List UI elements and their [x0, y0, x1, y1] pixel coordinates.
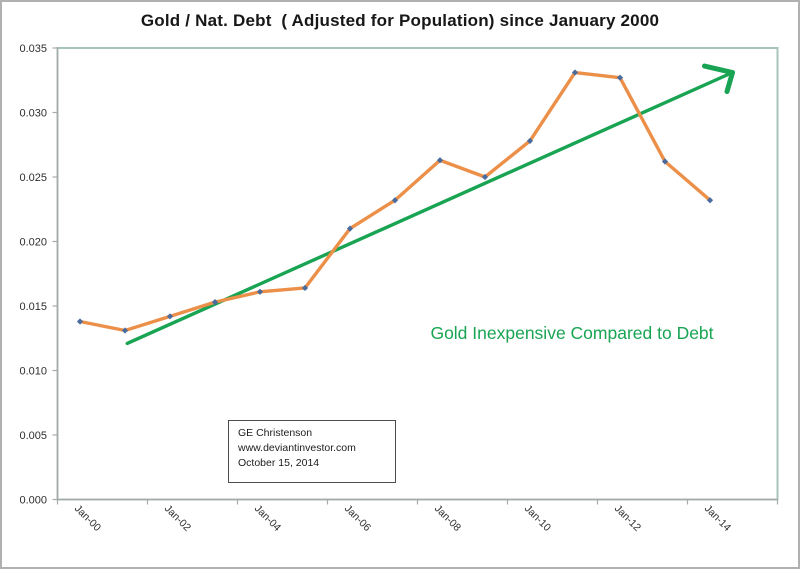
data-point-marker [391, 197, 399, 204]
plot-border [56, 47, 779, 501]
y-tick-label: 0.005 [19, 430, 47, 442]
x-tick-label: Jan-10 [522, 503, 553, 534]
data-point-marker [526, 137, 534, 144]
source-box-website: www.deviantinvestor.com [238, 442, 356, 454]
data-point-marker [256, 288, 264, 295]
data-point-marker [571, 69, 579, 76]
x-tick-label: Jan-02 [162, 503, 193, 534]
annotation-text: Gold Inexpensive Compared to Debt [430, 323, 713, 343]
x-tick-label: Jan-12 [612, 503, 643, 534]
source-box-author: GE Christenson [238, 427, 313, 439]
data-point-marker [166, 313, 174, 320]
data-point-marker [436, 157, 444, 164]
x-tick-label: Jan-06 [342, 503, 373, 534]
data-point-marker [301, 284, 309, 292]
y-tick-label: 0.020 [19, 237, 47, 249]
y-tick-label: 0.035 [19, 43, 47, 55]
y-tick-label: 0.030 [19, 108, 47, 120]
data-point-marker [121, 327, 129, 334]
data-point-marker [76, 318, 84, 325]
data-point-marker [481, 173, 489, 181]
y-tick-label: 0.025 [19, 172, 47, 184]
x-tick-label: Jan-08 [432, 503, 463, 534]
source-box: GE Christenson www.deviantinvestor.com O… [228, 420, 396, 483]
source-box-date: October 15, 2014 [238, 457, 320, 469]
plot-area: 0.000 0.005 0.010 0.015 0.020 0.025 0.030 0.035… [19, 43, 779, 534]
y-tick-label: 0.000 [19, 495, 47, 507]
trend-arrowhead-upper-barb [702, 63, 735, 76]
trend-arrowhead-lower-barb [724, 70, 735, 95]
chart-title: Gold / Nat. Debt ( Adjusted for Populati… [140, 11, 660, 30]
y-tick-label: 0.010 [19, 366, 47, 378]
data-point-marker [211, 299, 219, 306]
data-point-marker [706, 197, 714, 204]
x-tick-label: Jan-00 [72, 503, 103, 534]
data-point-marker [616, 74, 624, 81]
x-tick-label: Jan-14 [702, 503, 733, 534]
x-tick-label: Jan-04 [252, 503, 283, 534]
y-tick-label: 0.015 [19, 301, 47, 313]
data-point-marker [661, 158, 669, 165]
data-point-marker [346, 225, 354, 232]
